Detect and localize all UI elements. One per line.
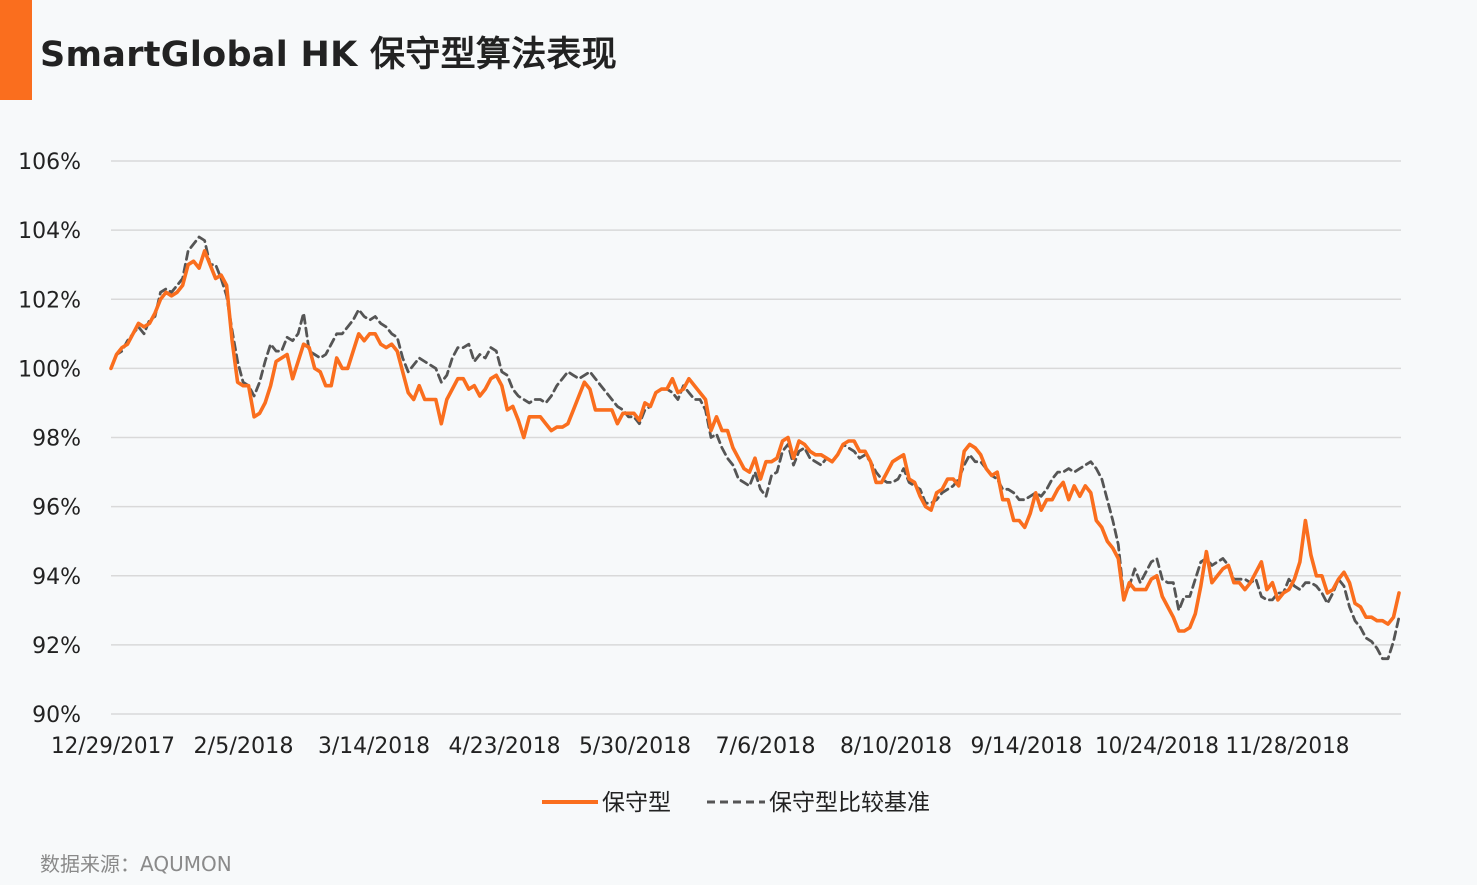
legend-label-benchmark: 保守型比较基准	[769, 790, 930, 816]
legend: 保守型 保守型比较基准	[542, 790, 930, 816]
y-tick-label: 94%	[32, 565, 81, 590]
y-tick-label: 106%	[18, 150, 81, 175]
y-tick-label: 104%	[18, 219, 81, 244]
x-tick-label: 9/14/2018	[971, 734, 1083, 759]
x-tick-label: 12/29/2017	[51, 734, 175, 759]
x-tick-label: 8/10/2018	[840, 734, 952, 759]
legend-label-conservative: 保守型	[602, 790, 671, 816]
series-lines	[109, 235, 1401, 661]
title-accent-bar	[0, 0, 32, 100]
x-tick-label: 11/28/2018	[1226, 734, 1350, 759]
y-tick-label: 92%	[32, 634, 81, 659]
y-axis-ticks: 106% 104% 102% 100% 98% 96% 94% 92% 90%	[18, 150, 81, 728]
data-source-note: 数据来源：AQUMON	[40, 852, 232, 876]
gridlines	[111, 160, 1401, 715]
x-axis-ticks: 12/29/2017 2/5/2018 3/14/2018 4/23/2018 5/30…	[51, 734, 1350, 759]
series-line-conservative	[109, 249, 1401, 633]
y-tick-label: 98%	[32, 427, 81, 452]
y-tick-label: 96%	[32, 496, 81, 521]
x-tick-label: 4/23/2018	[449, 734, 561, 759]
y-tick-label: 102%	[18, 288, 81, 313]
x-tick-label: 7/6/2018	[716, 734, 816, 759]
x-tick-label: 3/14/2018	[318, 734, 430, 759]
x-tick-label: 2/5/2018	[194, 734, 294, 759]
y-tick-label: 90%	[32, 703, 81, 728]
x-tick-label: 5/30/2018	[579, 734, 691, 759]
series-line-benchmark	[109, 235, 1401, 661]
chart-title: SmartGlobal HK 保守型算法表现	[40, 35, 618, 75]
x-tick-label: 10/24/2018	[1095, 734, 1219, 759]
y-tick-label: 100%	[18, 357, 81, 382]
